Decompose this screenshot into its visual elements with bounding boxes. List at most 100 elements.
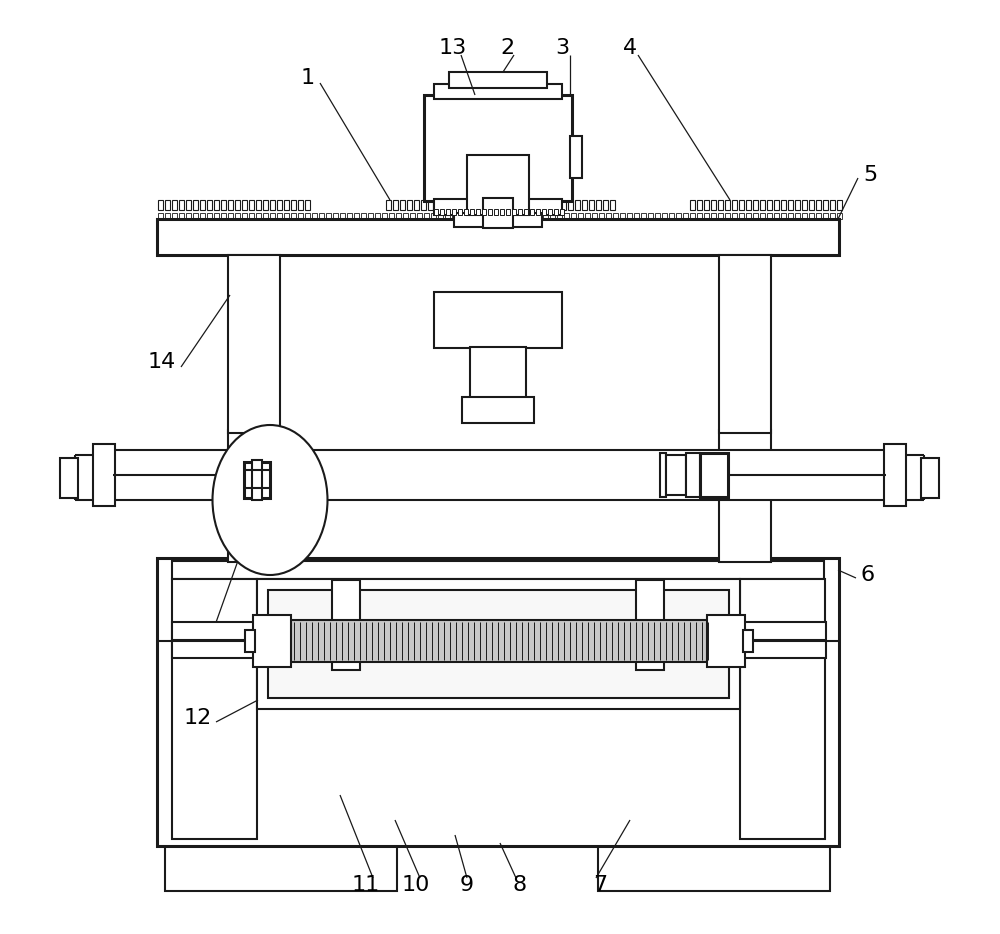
Bar	[400, 200, 405, 210]
Bar	[249, 200, 254, 210]
Text: 7: 7	[593, 875, 607, 895]
Text: 14: 14	[148, 352, 176, 372]
Bar	[473, 213, 478, 219]
Bar	[466, 213, 471, 219]
Bar	[214, 213, 219, 219]
Bar	[459, 213, 464, 219]
Bar	[739, 200, 744, 210]
Bar	[396, 213, 401, 219]
Text: A: A	[188, 625, 204, 645]
Bar	[403, 213, 408, 219]
Bar	[802, 200, 807, 210]
Bar	[536, 213, 541, 219]
Bar	[697, 213, 702, 219]
Bar	[242, 213, 247, 219]
Bar	[221, 213, 226, 219]
Bar	[375, 213, 380, 219]
Bar	[424, 95, 572, 201]
Bar	[245, 630, 255, 652]
Bar	[554, 209, 558, 215]
Bar	[165, 200, 170, 210]
Bar	[760, 200, 765, 210]
Bar	[725, 200, 730, 210]
Bar	[276, 455, 296, 495]
Bar	[816, 200, 821, 210]
Bar	[816, 213, 821, 219]
Bar	[228, 430, 280, 562]
Bar	[467, 155, 529, 215]
Text: 12: 12	[184, 708, 212, 728]
Text: 10: 10	[402, 875, 430, 895]
Bar	[386, 200, 391, 210]
Bar	[464, 209, 468, 215]
Bar	[743, 630, 753, 652]
Bar	[634, 213, 639, 219]
Bar	[157, 558, 839, 846]
Bar	[598, 843, 830, 891]
Bar	[620, 213, 625, 219]
Bar	[648, 213, 653, 219]
Text: 2: 2	[500, 38, 514, 58]
Text: 11: 11	[352, 875, 380, 895]
Bar	[193, 213, 198, 219]
Bar	[660, 453, 666, 497]
Bar	[179, 200, 184, 210]
Bar	[242, 200, 247, 210]
Bar	[454, 213, 542, 227]
Bar	[575, 200, 580, 210]
Bar	[494, 213, 499, 219]
Bar	[508, 213, 513, 219]
Bar	[690, 213, 695, 219]
Bar	[463, 200, 468, 210]
Bar	[718, 213, 723, 219]
Bar	[666, 455, 686, 495]
Bar	[500, 209, 504, 215]
Bar	[361, 213, 366, 219]
Bar	[476, 209, 480, 215]
Text: 8: 8	[513, 875, 527, 895]
Bar	[332, 580, 360, 670]
Bar	[711, 200, 716, 210]
Bar	[550, 213, 555, 219]
Bar	[186, 200, 191, 210]
Bar	[603, 200, 608, 210]
Bar	[795, 200, 800, 210]
Bar	[707, 615, 745, 667]
Bar	[560, 209, 564, 215]
Bar	[683, 213, 688, 219]
Bar	[494, 209, 498, 215]
Bar	[172, 579, 257, 839]
Bar	[270, 213, 275, 219]
Bar	[452, 213, 457, 219]
Bar	[760, 213, 765, 219]
Bar	[578, 213, 583, 219]
Bar	[568, 200, 573, 210]
Bar	[487, 213, 492, 219]
Bar	[193, 200, 198, 210]
Bar	[592, 213, 597, 219]
Bar	[158, 213, 163, 219]
Bar	[333, 213, 338, 219]
Bar	[234, 453, 262, 497]
Bar	[200, 213, 205, 219]
Bar	[277, 200, 282, 210]
Bar	[547, 200, 552, 210]
Bar	[435, 200, 440, 210]
Text: 3: 3	[555, 38, 569, 58]
Bar	[506, 209, 510, 215]
Bar	[491, 200, 496, 210]
Bar	[312, 213, 317, 219]
Bar	[921, 458, 939, 498]
Bar	[744, 622, 826, 658]
Bar	[298, 200, 303, 210]
Bar	[627, 213, 632, 219]
Bar	[519, 200, 524, 210]
Bar	[582, 200, 587, 210]
Bar	[732, 200, 737, 210]
Bar	[746, 200, 751, 210]
Bar	[700, 453, 728, 497]
Bar	[802, 213, 807, 219]
Bar	[781, 200, 786, 210]
Bar	[319, 213, 324, 219]
Bar	[235, 200, 240, 210]
